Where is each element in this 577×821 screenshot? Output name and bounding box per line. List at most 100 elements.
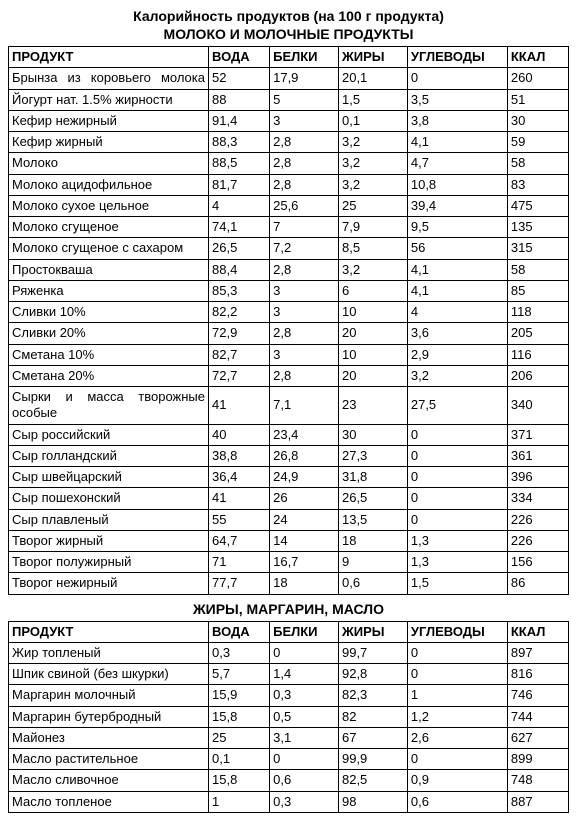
cell-carb: 4,1 xyxy=(407,280,507,301)
cell-protein: 16,7 xyxy=(270,552,339,573)
table-row: Сливки 10%82,23104118 xyxy=(9,302,569,323)
cell-kcal: 83 xyxy=(507,174,568,195)
cell-kcal: 59 xyxy=(507,132,568,153)
table-row: Маргарин бутербродный15,80,5821,2744 xyxy=(9,706,569,727)
cell-water: 15,8 xyxy=(209,770,270,791)
table-row: Сыр швейцарский36,424,931,80396 xyxy=(9,467,569,488)
cell-product: Жир топленый xyxy=(9,642,209,663)
table-row: Майонез253,1672,6627 xyxy=(9,727,569,748)
table-row: Молоко сухое цельное425,62539,4475 xyxy=(9,195,569,216)
cell-carb: 0 xyxy=(407,424,507,445)
cell-fat: 23 xyxy=(338,387,407,425)
cell-protein: 3 xyxy=(270,302,339,323)
cell-carb: 1,2 xyxy=(407,706,507,727)
cell-water: 38,8 xyxy=(209,445,270,466)
cell-fat: 82,5 xyxy=(338,770,407,791)
table-row: Жир топленый0,3099,70897 xyxy=(9,642,569,663)
cell-product: Молоко сгущеное xyxy=(9,217,209,238)
cell-kcal: 226 xyxy=(507,509,568,530)
cell-product: Сыр российский xyxy=(9,424,209,445)
cell-kcal: 156 xyxy=(507,552,568,573)
cell-kcal: 627 xyxy=(507,727,568,748)
cell-protein: 1,4 xyxy=(270,664,339,685)
cell-fat: 92,8 xyxy=(338,664,407,685)
cell-kcal: 58 xyxy=(507,153,568,174)
cell-carb: 4,1 xyxy=(407,132,507,153)
column-header: УГЛЕВОДЫ xyxy=(407,621,507,642)
cell-product: Творог жирный xyxy=(9,530,209,551)
cell-kcal: 746 xyxy=(507,685,568,706)
cell-carb: 56 xyxy=(407,238,507,259)
cell-protein: 3 xyxy=(270,344,339,365)
table-row: Молоко сгущеное74,177,99,5135 xyxy=(9,217,569,238)
table-row: Сыр голландский38,826,827,30361 xyxy=(9,445,569,466)
table-row: Творог полужирный7116,791,3156 xyxy=(9,552,569,573)
cell-water: 40 xyxy=(209,424,270,445)
cell-kcal: 135 xyxy=(507,217,568,238)
cell-kcal: 85 xyxy=(507,280,568,301)
cell-water: 88 xyxy=(209,89,270,110)
cell-water: 5,7 xyxy=(209,664,270,685)
table-row: Йогурт нат. 1.5% жирности8851,53,551 xyxy=(9,89,569,110)
cell-water: 82,2 xyxy=(209,302,270,323)
cell-fat: 0,1 xyxy=(338,110,407,131)
cell-fat: 99,7 xyxy=(338,642,407,663)
cell-water: 88,4 xyxy=(209,259,270,280)
cell-protein: 3 xyxy=(270,280,339,301)
table-row: Ряженка85,3364,185 xyxy=(9,280,569,301)
cell-protein: 2,8 xyxy=(270,323,339,344)
table-row: Сливки 20%72,92,8203,6205 xyxy=(9,323,569,344)
column-header: БЕЛКИ xyxy=(270,621,339,642)
cell-carb: 39,4 xyxy=(407,195,507,216)
cell-fat: 25 xyxy=(338,195,407,216)
cell-protein: 2,8 xyxy=(270,174,339,195)
cell-kcal: 748 xyxy=(507,770,568,791)
cell-carb: 2,9 xyxy=(407,344,507,365)
table-row: Молоко сгущеное с сахаром26,57,28,556315 xyxy=(9,238,569,259)
table-row: Сыр плавленый552413,50226 xyxy=(9,509,569,530)
cell-protein: 7,1 xyxy=(270,387,339,425)
cell-carb: 0,9 xyxy=(407,770,507,791)
table-row: Творог нежирный77,7180,61,586 xyxy=(9,573,569,594)
cell-water: 72,7 xyxy=(209,365,270,386)
cell-protein: 17,9 xyxy=(270,68,339,89)
cell-protein: 0,6 xyxy=(270,770,339,791)
cell-product: Масло топленое xyxy=(9,791,209,812)
column-header: ПРОДУКТ xyxy=(9,47,209,68)
cell-fat: 20 xyxy=(338,365,407,386)
cell-water: 88,3 xyxy=(209,132,270,153)
section-heading: МОЛОКО И МОЛОЧНЫЕ ПРОДУКТЫ xyxy=(8,26,569,42)
cell-water: 91,4 xyxy=(209,110,270,131)
cell-product: Молоко сухое цельное xyxy=(9,195,209,216)
cell-water: 1 xyxy=(209,791,270,812)
cell-fat: 9 xyxy=(338,552,407,573)
cell-carb: 4 xyxy=(407,302,507,323)
cell-protein: 24,9 xyxy=(270,467,339,488)
cell-protein: 0,5 xyxy=(270,706,339,727)
cell-water: 0,3 xyxy=(209,642,270,663)
table-header-row: ПРОДУКТВОДАБЕЛКИЖИРЫУГЛЕВОДЫККАЛ xyxy=(9,47,569,68)
cell-carb: 10,8 xyxy=(407,174,507,195)
cell-protein: 24 xyxy=(270,509,339,530)
cell-water: 41 xyxy=(209,387,270,425)
cell-protein: 26,8 xyxy=(270,445,339,466)
cell-protein: 7 xyxy=(270,217,339,238)
cell-kcal: 260 xyxy=(507,68,568,89)
cell-product: Сметана 10% xyxy=(9,344,209,365)
column-header: ПРОДУКТ xyxy=(9,621,209,642)
table-row: Шпик свиной (без шкурки)5,71,492,80816 xyxy=(9,664,569,685)
section-heading: ЖИРЫ, МАРГАРИН, МАСЛО xyxy=(8,601,569,617)
cell-product: Кефир нежирный xyxy=(9,110,209,131)
table-row: Масло сливочное15,80,682,50,9748 xyxy=(9,770,569,791)
cell-water: 85,3 xyxy=(209,280,270,301)
cell-water: 52 xyxy=(209,68,270,89)
cell-protein: 2,8 xyxy=(270,365,339,386)
cell-product: Творог полужирный xyxy=(9,552,209,573)
cell-carb: 1,3 xyxy=(407,552,507,573)
cell-kcal: 816 xyxy=(507,664,568,685)
cell-carb: 27,5 xyxy=(407,387,507,425)
cell-protein: 18 xyxy=(270,573,339,594)
table-row: Сметана 10%82,73102,9116 xyxy=(9,344,569,365)
cell-product: Сметана 20% xyxy=(9,365,209,386)
cell-fat: 6 xyxy=(338,280,407,301)
